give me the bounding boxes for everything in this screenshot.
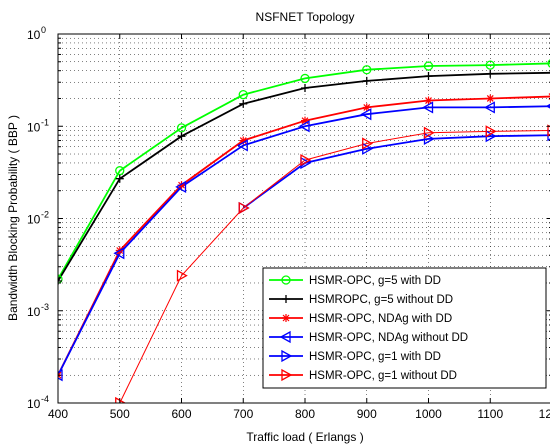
legend-marker	[282, 314, 290, 322]
legend-label: HSMR-OPC, g=1 with DD	[309, 351, 441, 363]
legend-marker	[282, 295, 290, 303]
series-4-point	[58, 369, 63, 382]
series-5-point	[423, 132, 435, 145]
legend-marker	[281, 368, 293, 382]
grid-lines	[58, 34, 550, 403]
legend-label: HSMR-OPC, NDAg without DD	[309, 332, 468, 344]
series-6-point	[176, 269, 188, 282]
series-1-point	[362, 65, 372, 75]
series-4-point	[483, 101, 495, 114]
series-2-point	[177, 132, 186, 141]
legend-label: HSMR-OPC, NDAg with DD	[309, 313, 452, 325]
series-lines	[58, 62, 550, 403]
x-tick-labels: 400 500 600 700 800 900 1000 1100 1200	[48, 407, 550, 421]
series-6-point	[547, 124, 550, 137]
series-2-point	[301, 83, 309, 92]
y-tick-label: 10 -1	[27, 117, 49, 134]
y-tick-exponent: -3	[41, 302, 49, 312]
y-tick-label: 10 0	[27, 25, 46, 42]
series-line-4	[58, 105, 550, 376]
series-3-point	[424, 96, 433, 105]
series-2-point	[486, 69, 495, 78]
y-tick-label: 10 -4	[27, 394, 49, 411]
series-1-point	[423, 61, 434, 71]
series-3-point	[239, 136, 248, 145]
axis-ticks	[57, 33, 550, 404]
series-1-point	[485, 60, 495, 70]
legend-marker	[281, 275, 291, 285]
chart-title: NSFNET Topology	[256, 10, 355, 24]
legend-item: HSMROPC, g=5 without DD	[269, 294, 453, 306]
series-4-point	[236, 139, 248, 152]
y-tick-exponent: -1	[41, 117, 49, 127]
series-6-point	[300, 153, 312, 167]
y-axis-title: Bandwidth Blocking Probability ( BBP )	[6, 115, 20, 321]
series-1-point	[300, 73, 310, 84]
series-4-point	[175, 180, 187, 194]
x-tick-label: 500	[110, 407, 130, 421]
y-tick-label: 10 -3	[27, 302, 49, 319]
x-tick-label: 1100	[477, 407, 503, 421]
series-line-1	[58, 62, 550, 280]
legend-box	[262, 267, 547, 389]
legend-marker	[281, 349, 293, 363]
series-2-point	[424, 72, 433, 81]
legend-item: HSMR-OPC, NDAg with DD	[269, 313, 452, 325]
series-2-point	[58, 277, 62, 286]
series-1-point	[176, 123, 187, 133]
x-tick-label: 800	[295, 407, 315, 421]
legend-label: HSMR-OPC, g=1 without DD	[309, 370, 457, 382]
legend-label: HSMROPC, g=5 without DD	[309, 294, 453, 306]
series-markers	[58, 59, 550, 403]
series-4-point	[298, 120, 310, 133]
series-6-point	[485, 125, 497, 138]
series-3-point	[301, 116, 309, 125]
series-1-point	[547, 59, 550, 68]
y-tick-base: 10	[27, 397, 41, 411]
series-2-point	[362, 76, 371, 85]
series-6-point	[362, 137, 374, 150]
y-tick-base: 10	[27, 120, 41, 134]
x-tick-label: 600	[171, 407, 191, 421]
series-3-point	[486, 94, 495, 103]
series-3-point	[177, 181, 186, 190]
x-tick-label: 900	[357, 407, 377, 421]
x-axis-title: Traffic load ( Erlangs )	[246, 430, 363, 444]
series-6-point	[423, 126, 435, 139]
y-tick-base: 10	[27, 305, 41, 319]
legend-marker	[279, 330, 291, 344]
y-tick-exponent: 0	[41, 25, 46, 35]
series-1-point	[238, 90, 248, 100]
series-4-point	[360, 108, 372, 121]
legend-label: HSMR-OPC, g=5 with DD	[309, 275, 441, 287]
legend: HSMR-OPC, g=5 with DD HSMROPC, g=5 withou…	[262, 267, 547, 389]
legend-item: HSMR-OPC, g=5 with DD	[269, 275, 441, 287]
series-3-point	[362, 103, 371, 112]
x-tick-label: 1200	[539, 407, 550, 421]
series-2-point	[239, 99, 248, 108]
legend-item: HSMR-OPC, g=1 without DD	[269, 368, 457, 382]
y-tick-base: 10	[27, 213, 41, 227]
series-line-5	[242, 134, 550, 209]
y-tick-exponent: -4	[41, 394, 49, 404]
legend-item: HSMR-OPC, NDAg without DD	[269, 330, 468, 344]
y-tick-label: 10 -2	[27, 210, 49, 227]
series-line-6	[119, 130, 550, 403]
y-tick-exponent: -2	[41, 210, 49, 220]
series-4-point	[113, 247, 125, 260]
series-6-point	[238, 201, 250, 215]
y-tick-base: 10	[27, 28, 41, 42]
series-1-point	[58, 274, 63, 284]
series-4-point	[422, 101, 434, 114]
legend-item: HSMR-OPC, g=1 with DD	[269, 349, 441, 363]
series-2-point	[115, 174, 124, 183]
series-2-point	[548, 72, 550, 74]
x-tick-label: 700	[233, 407, 253, 421]
x-tick-label: 400	[48, 407, 68, 421]
series-1-point	[115, 166, 125, 176]
x-tick-label: 1000	[415, 407, 442, 421]
